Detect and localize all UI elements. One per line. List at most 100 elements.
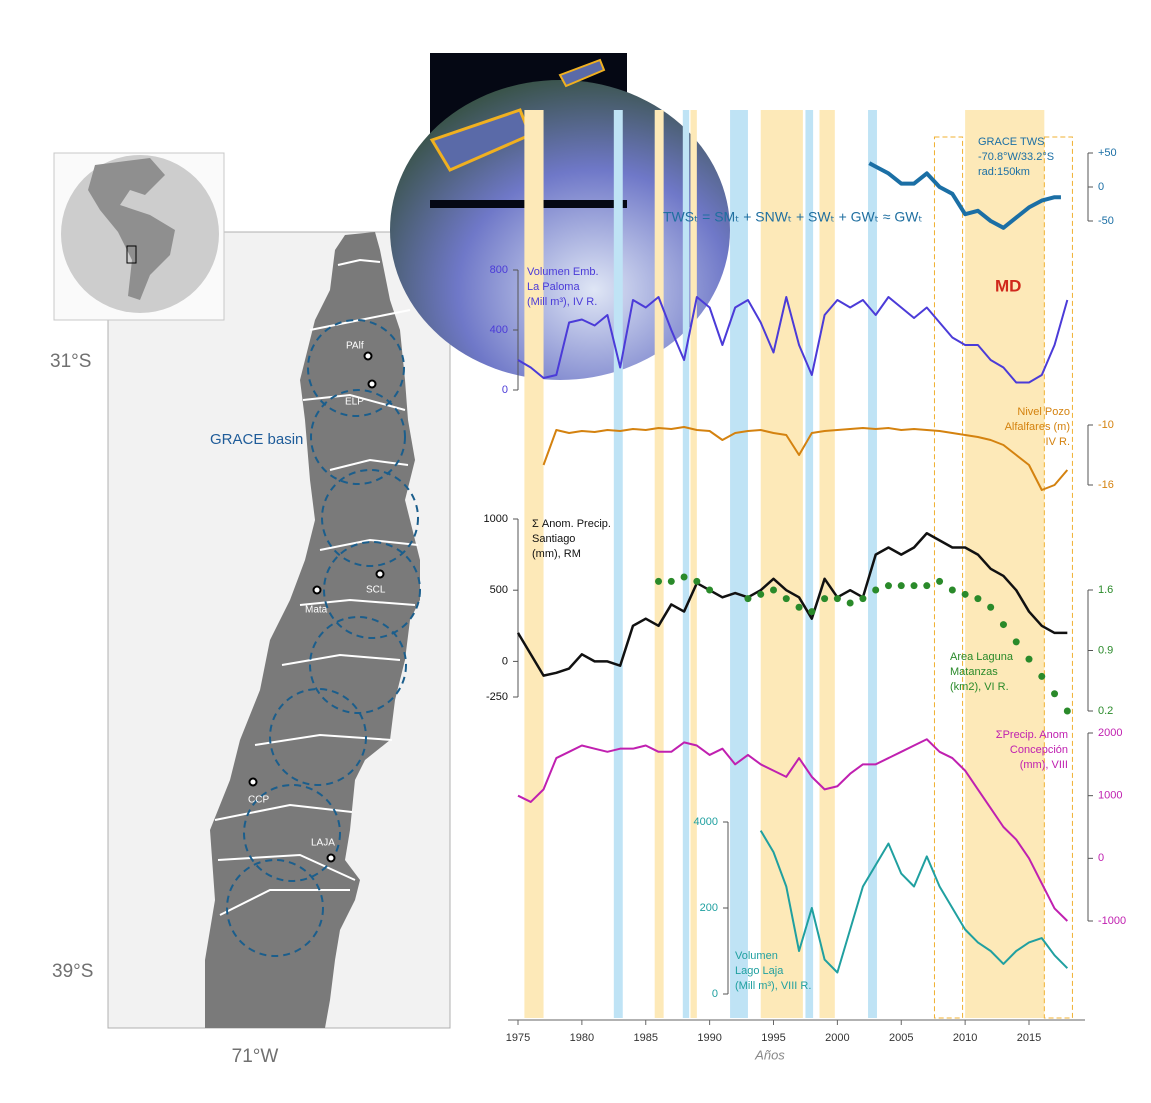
earth xyxy=(390,80,730,380)
point xyxy=(974,595,982,603)
point xyxy=(821,595,829,603)
x-tick-label: 1995 xyxy=(761,1032,785,1044)
station-label: SCL xyxy=(366,585,386,596)
y-tick-label: -250 xyxy=(486,691,508,703)
x-tick-label: 1980 xyxy=(570,1032,594,1044)
y-tick-label: 4000 xyxy=(694,816,718,828)
x-tick-label: 2000 xyxy=(825,1032,849,1044)
y-tick-label: 0 xyxy=(502,655,508,667)
point xyxy=(1038,672,1046,680)
y-tick-label: 0 xyxy=(1098,852,1104,864)
y-tick-label: 800 xyxy=(490,264,508,276)
y-tick-label: 1000 xyxy=(484,513,508,525)
y-tick-label: 500 xyxy=(490,584,508,596)
panel-label: Concepción xyxy=(1010,744,1068,756)
y-tick-label: 2000 xyxy=(1098,727,1122,739)
y-tick-label: -10 xyxy=(1098,419,1114,431)
wet-period xyxy=(613,110,623,1018)
lon-label: 71°W xyxy=(232,1046,279,1067)
panel-label: Volumen xyxy=(735,950,778,962)
panel-label: -70.8°W/33.2°S xyxy=(978,151,1054,163)
panel-label: (km2), VI R. xyxy=(950,681,1009,693)
panel-label: IV R. xyxy=(1046,436,1070,448)
panel-label: (Mill m³), VIII R. xyxy=(735,980,811,992)
station-labels: PAlf ELP SCL Mata CCP LAJA xyxy=(248,341,386,849)
y-tick-label: +50 xyxy=(1098,147,1117,159)
panel-label: GRACE TWS xyxy=(978,136,1044,148)
point xyxy=(744,595,752,603)
y-tick-label: 1.6 xyxy=(1098,584,1113,596)
point xyxy=(770,586,777,594)
point xyxy=(680,573,688,581)
panel-label: (Mill m³), IV R. xyxy=(527,296,597,308)
station-label: PAlf xyxy=(346,341,364,352)
panel-label: (mm), RM xyxy=(532,548,581,560)
point xyxy=(884,582,892,590)
point xyxy=(795,603,803,611)
series-line xyxy=(517,296,1069,384)
series-line xyxy=(759,830,1069,974)
point xyxy=(910,582,918,590)
dry-period xyxy=(524,110,544,1018)
series-line xyxy=(516,531,1068,677)
equation: TWSₜ = SMₜ + SNWₜ + SWₜ + GWₜ ≈ GWₜ xyxy=(663,209,923,225)
series-line xyxy=(868,161,1061,230)
y-tick-label: 0 xyxy=(712,988,718,1000)
point xyxy=(1012,638,1020,646)
y-tick-label: -50 xyxy=(1098,215,1114,227)
y-tick-label: -1000 xyxy=(1098,915,1126,927)
point xyxy=(833,595,841,603)
chile-map xyxy=(205,232,420,1028)
dry-period xyxy=(819,110,835,1018)
point xyxy=(782,595,790,603)
point xyxy=(1063,707,1071,715)
station-dots xyxy=(248,351,385,863)
point xyxy=(987,603,995,611)
y-tick-label: 0.2 xyxy=(1098,705,1113,717)
y-tick-label: 0.9 xyxy=(1098,644,1113,656)
grace-circles xyxy=(226,319,421,957)
continent xyxy=(88,158,175,300)
point xyxy=(999,621,1007,629)
series-line xyxy=(517,738,1069,922)
station-label: Mata xyxy=(305,605,328,616)
panel-label: Alfalfares (m) xyxy=(1005,421,1070,433)
dry-period xyxy=(654,110,664,1018)
point xyxy=(757,590,765,598)
md-label: MD xyxy=(995,276,1021,295)
point xyxy=(872,586,880,594)
station-label: LAJA xyxy=(311,838,335,849)
y-tick-label: 400 xyxy=(490,324,508,336)
panel-label: rad:150km xyxy=(978,166,1030,178)
y-tick-label: 1000 xyxy=(1098,790,1122,802)
panel-label: Volumen Emb. xyxy=(527,266,599,278)
y-tick-label: 200 xyxy=(700,902,718,914)
panel-label: Σ Anom. Precip. xyxy=(532,518,611,530)
point xyxy=(693,577,701,585)
region-box xyxy=(126,245,137,264)
x-tick-label: 2010 xyxy=(953,1032,977,1044)
series-line xyxy=(542,426,1069,491)
wet-period xyxy=(682,110,690,1018)
basin-label: GRACE basin xyxy=(210,431,303,448)
x-tick-label: 2005 xyxy=(889,1032,913,1044)
panel-label: (mm), VIII xyxy=(1020,759,1068,771)
point xyxy=(808,608,816,616)
point xyxy=(846,599,854,607)
x-axis-title: Años xyxy=(754,1047,785,1062)
dry-period xyxy=(690,110,697,1018)
point xyxy=(1051,690,1059,698)
wet-period xyxy=(805,110,814,1018)
panel-label: Santiago xyxy=(532,533,575,545)
region-borders xyxy=(214,258,419,916)
lat-label: 31°S xyxy=(50,351,91,372)
x-tick-label: 1990 xyxy=(697,1032,721,1044)
satellite xyxy=(558,58,606,88)
point xyxy=(961,590,969,598)
y-tick-label: -16 xyxy=(1098,479,1114,491)
y-tick-label: 0 xyxy=(1098,181,1104,193)
point xyxy=(923,582,931,590)
point xyxy=(859,595,867,603)
station-label: ELP xyxy=(345,397,364,408)
